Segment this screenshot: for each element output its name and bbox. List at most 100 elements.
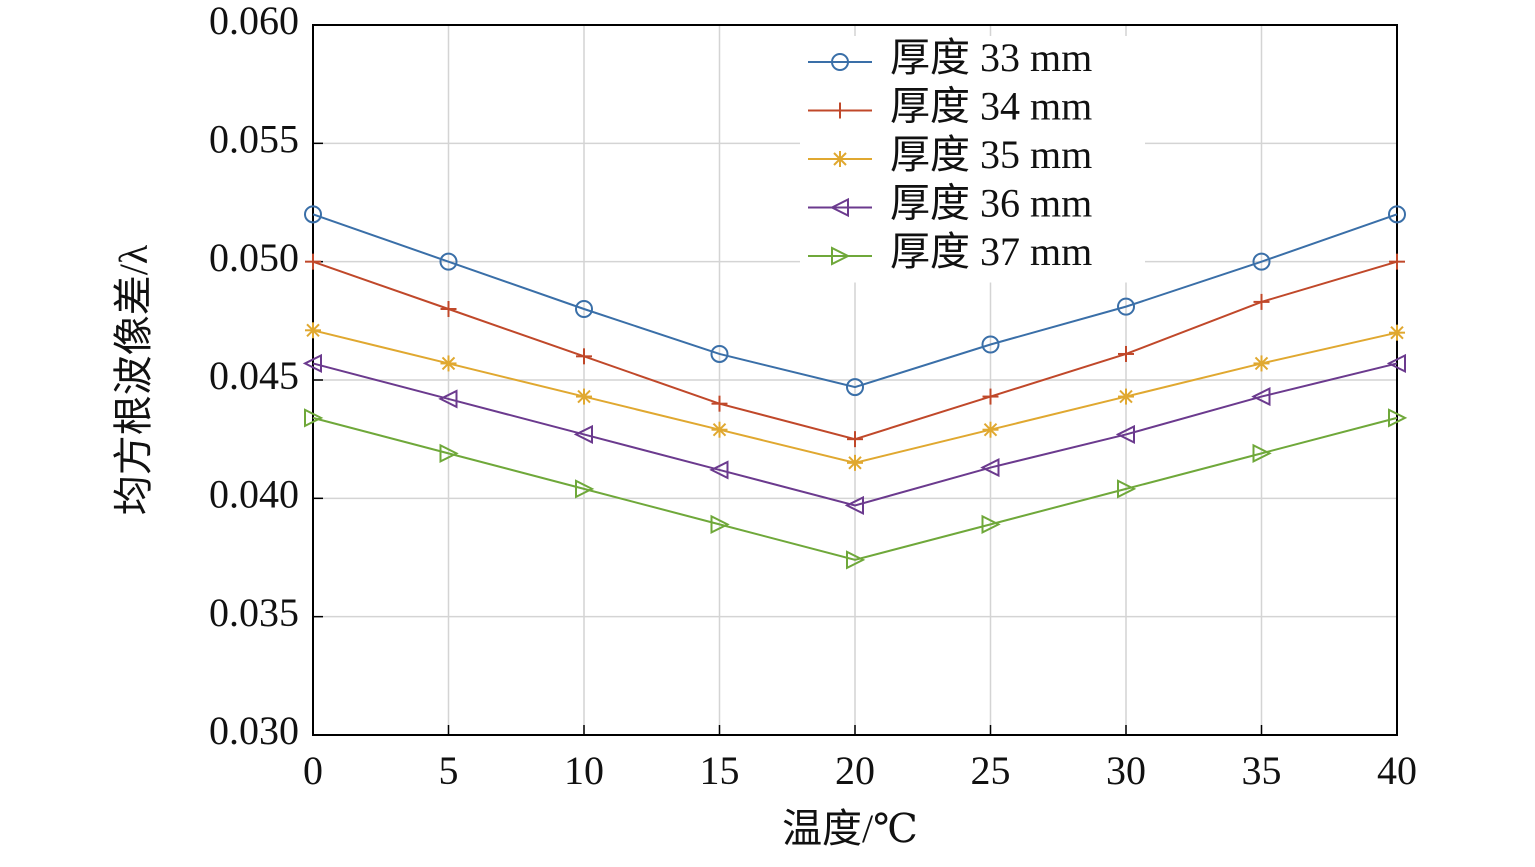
marker-shape	[1386, 353, 1406, 374]
x-tick-label: 35	[1242, 748, 1282, 793]
marker-shape	[831, 246, 851, 266]
data-point	[440, 301, 457, 317]
marker-shape	[1388, 408, 1408, 428]
y-axis-label: 均方根波像差/λ	[111, 244, 156, 515]
x-tick-label: 40	[1377, 748, 1417, 793]
data-point	[846, 550, 866, 570]
data-point	[305, 253, 321, 270]
marker-shape	[709, 460, 729, 480]
plot-frame	[312, 24, 1398, 736]
marker-stroke	[306, 323, 320, 338]
marker-shape	[1252, 443, 1272, 463]
data-point	[576, 388, 592, 405]
marker-shape	[846, 550, 866, 570]
marker-shape	[831, 53, 849, 71]
marker-shape	[439, 252, 458, 271]
data-point	[982, 388, 999, 405]
data-point	[1117, 479, 1137, 499]
marker-shape	[1388, 205, 1406, 224]
x-tick-label: 5	[439, 748, 459, 793]
data-point	[711, 395, 728, 412]
data-point	[1252, 443, 1272, 463]
data-point	[1118, 388, 1134, 405]
series-line	[312, 416, 1398, 561]
data-point	[1388, 205, 1406, 224]
marker-stroke	[1254, 356, 1269, 371]
data-point	[1253, 293, 1270, 310]
x-tick-label: 0	[303, 748, 323, 793]
data-point	[438, 389, 458, 409]
data-point	[575, 479, 595, 499]
legend-label: 厚度 33 mm	[890, 35, 1092, 80]
legend-label: 厚度 35 mm	[890, 132, 1092, 177]
marker-shape	[304, 205, 322, 224]
marker-stroke	[577, 389, 591, 404]
marker-shape	[981, 335, 1000, 354]
marker-shape	[1115, 424, 1135, 445]
data-point	[1389, 253, 1405, 270]
marker-shape	[1252, 252, 1271, 271]
data-point	[1253, 355, 1270, 372]
data-point	[1251, 386, 1271, 407]
y-tick-label: 0.045	[209, 353, 299, 398]
data-point	[440, 355, 457, 372]
x-tick-label: 30	[1106, 748, 1146, 793]
legend-label: 厚度 37 mm	[890, 229, 1092, 274]
marker-shape	[439, 443, 459, 463]
marker-shape	[980, 457, 1000, 478]
marker-stroke	[848, 456, 862, 470]
marker-shape	[1117, 297, 1135, 316]
data-point	[305, 322, 321, 339]
marker-shape	[575, 300, 593, 318]
data-point	[710, 514, 730, 534]
series-line	[312, 213, 1398, 389]
x-tick-label: 15	[700, 748, 740, 793]
data-point	[1117, 297, 1135, 316]
marker-shape	[844, 495, 864, 516]
marker-stroke	[441, 356, 456, 371]
series-line	[312, 362, 1398, 507]
data-point	[575, 300, 593, 318]
marker-stroke	[983, 422, 998, 437]
data-point	[439, 443, 459, 463]
data-point	[982, 421, 999, 438]
marker-shape	[846, 378, 864, 397]
data-point	[304, 408, 324, 428]
y-tick-label: 0.060	[209, 0, 299, 43]
data-point	[1389, 324, 1405, 341]
y-tick-label: 0.050	[209, 235, 299, 280]
marker-stroke	[833, 152, 847, 166]
data-point	[847, 454, 863, 471]
legend-marker	[831, 53, 849, 71]
legend-label: 厚度 36 mm	[890, 181, 1092, 226]
marker-shape	[302, 353, 322, 374]
data-point	[846, 378, 864, 397]
legend-marker	[831, 246, 851, 266]
marker-shape	[981, 514, 1001, 534]
data-point	[710, 344, 729, 363]
data-point	[844, 495, 864, 516]
marker-shape	[829, 197, 849, 218]
data-point	[573, 424, 593, 445]
data-point	[439, 252, 458, 271]
x-axis-label: 温度/℃	[782, 806, 918, 851]
legend-marker	[829, 197, 849, 218]
y-tick-label: 0.030	[209, 708, 299, 753]
marker-shape	[710, 344, 729, 363]
data-point	[304, 205, 322, 224]
data-point	[711, 421, 728, 438]
marker-stroke	[1119, 389, 1133, 404]
data-point	[1386, 353, 1406, 374]
data-point	[576, 348, 592, 365]
marker-shape	[573, 424, 593, 445]
data-point	[1118, 345, 1134, 362]
data-point	[981, 514, 1001, 534]
marker-shape	[575, 479, 595, 499]
marker-shape	[710, 514, 730, 534]
x-tick-label: 20	[835, 748, 875, 793]
legend-label: 厚度 34 mm	[890, 84, 1092, 129]
data-point	[302, 353, 322, 374]
y-tick-label: 0.055	[209, 117, 299, 162]
data-point	[1252, 252, 1271, 271]
